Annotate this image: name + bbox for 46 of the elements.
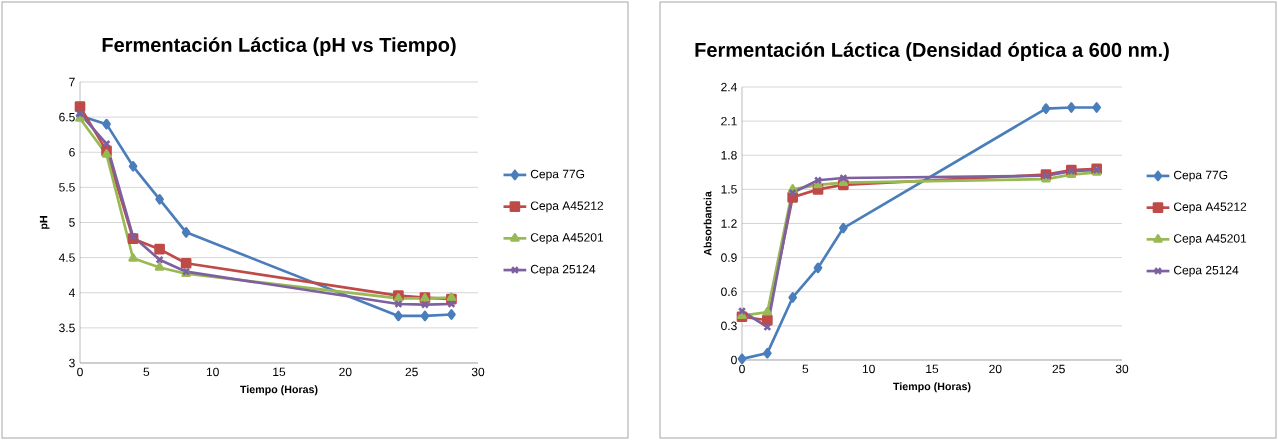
- y-tick-label: 2.4: [721, 82, 737, 92]
- y-tick-label: 0.9: [721, 253, 737, 262]
- x-tick-label: 0: [739, 364, 745, 374]
- x-tick-label: 15: [273, 367, 286, 377]
- x-axis-title: Tiempo (Horas): [240, 385, 318, 396]
- x-tick-label: 10: [206, 367, 219, 377]
- chart-title: Fermentación Láctica (Densidad óptica a 600 nm.): [695, 42, 1169, 61]
- legend-label: Cepa A45212: [530, 201, 604, 213]
- x-tick-label: 30: [1115, 364, 1129, 374]
- x-tick-label: 0: [77, 367, 83, 377]
- y-tick-label: 2.1: [721, 116, 737, 126]
- y-tick-label: 4.5: [58, 253, 75, 262]
- legend-label: Cepa 77G: [1173, 170, 1228, 182]
- x-tick-label: 25: [405, 367, 418, 377]
- y-tick-label: 4: [68, 288, 75, 297]
- legend-label: Cepa A45201: [1173, 234, 1247, 246]
- legend-label: Cepa 25124: [1173, 265, 1239, 277]
- y-tick-label: 0.6: [721, 287, 737, 297]
- y-tick-label: 0.3: [721, 321, 737, 331]
- y-tick-label: 7: [69, 77, 75, 87]
- y-tick-label: 5.5: [59, 183, 75, 192]
- y-tick-label: 1.8: [721, 151, 737, 160]
- x-tick-label: 20: [989, 364, 1002, 374]
- y-tick-label: 1.2: [721, 219, 737, 228]
- y-tick-label: 1.5: [721, 185, 737, 194]
- x-tick-label: 25: [1052, 364, 1065, 374]
- legend-label: Cepa 25124: [530, 264, 596, 276]
- y-axis-title: pH: [39, 216, 50, 229]
- x-tick-label: 5: [802, 364, 809, 374]
- y-tick-label: 3.5: [59, 323, 75, 333]
- y-tick-label: 5: [69, 218, 75, 227]
- legend-label: Cepa A45201: [530, 233, 604, 245]
- legend-label: Cepa A45212: [1173, 202, 1247, 214]
- x-tick-label: 10: [862, 364, 875, 374]
- y-tick-label: 0: [731, 355, 737, 365]
- legend-label: Cepa 77G: [530, 169, 585, 181]
- x-tick-label: 5: [143, 367, 150, 377]
- y-tick-label: 6: [69, 148, 75, 157]
- chart-title: Fermentación Láctica (pH vs Tiempo): [102, 37, 456, 56]
- x-tick-label: 20: [339, 367, 352, 377]
- x-axis-title: Tiempo (Horas): [893, 382, 971, 393]
- x-tick-label: 30: [471, 367, 485, 377]
- y-tick-label: 6.5: [59, 112, 75, 122]
- y-tick-label: 3: [69, 358, 75, 368]
- y-axis-title: Absorbancia: [703, 191, 712, 256]
- x-tick-label: 15: [926, 364, 939, 374]
